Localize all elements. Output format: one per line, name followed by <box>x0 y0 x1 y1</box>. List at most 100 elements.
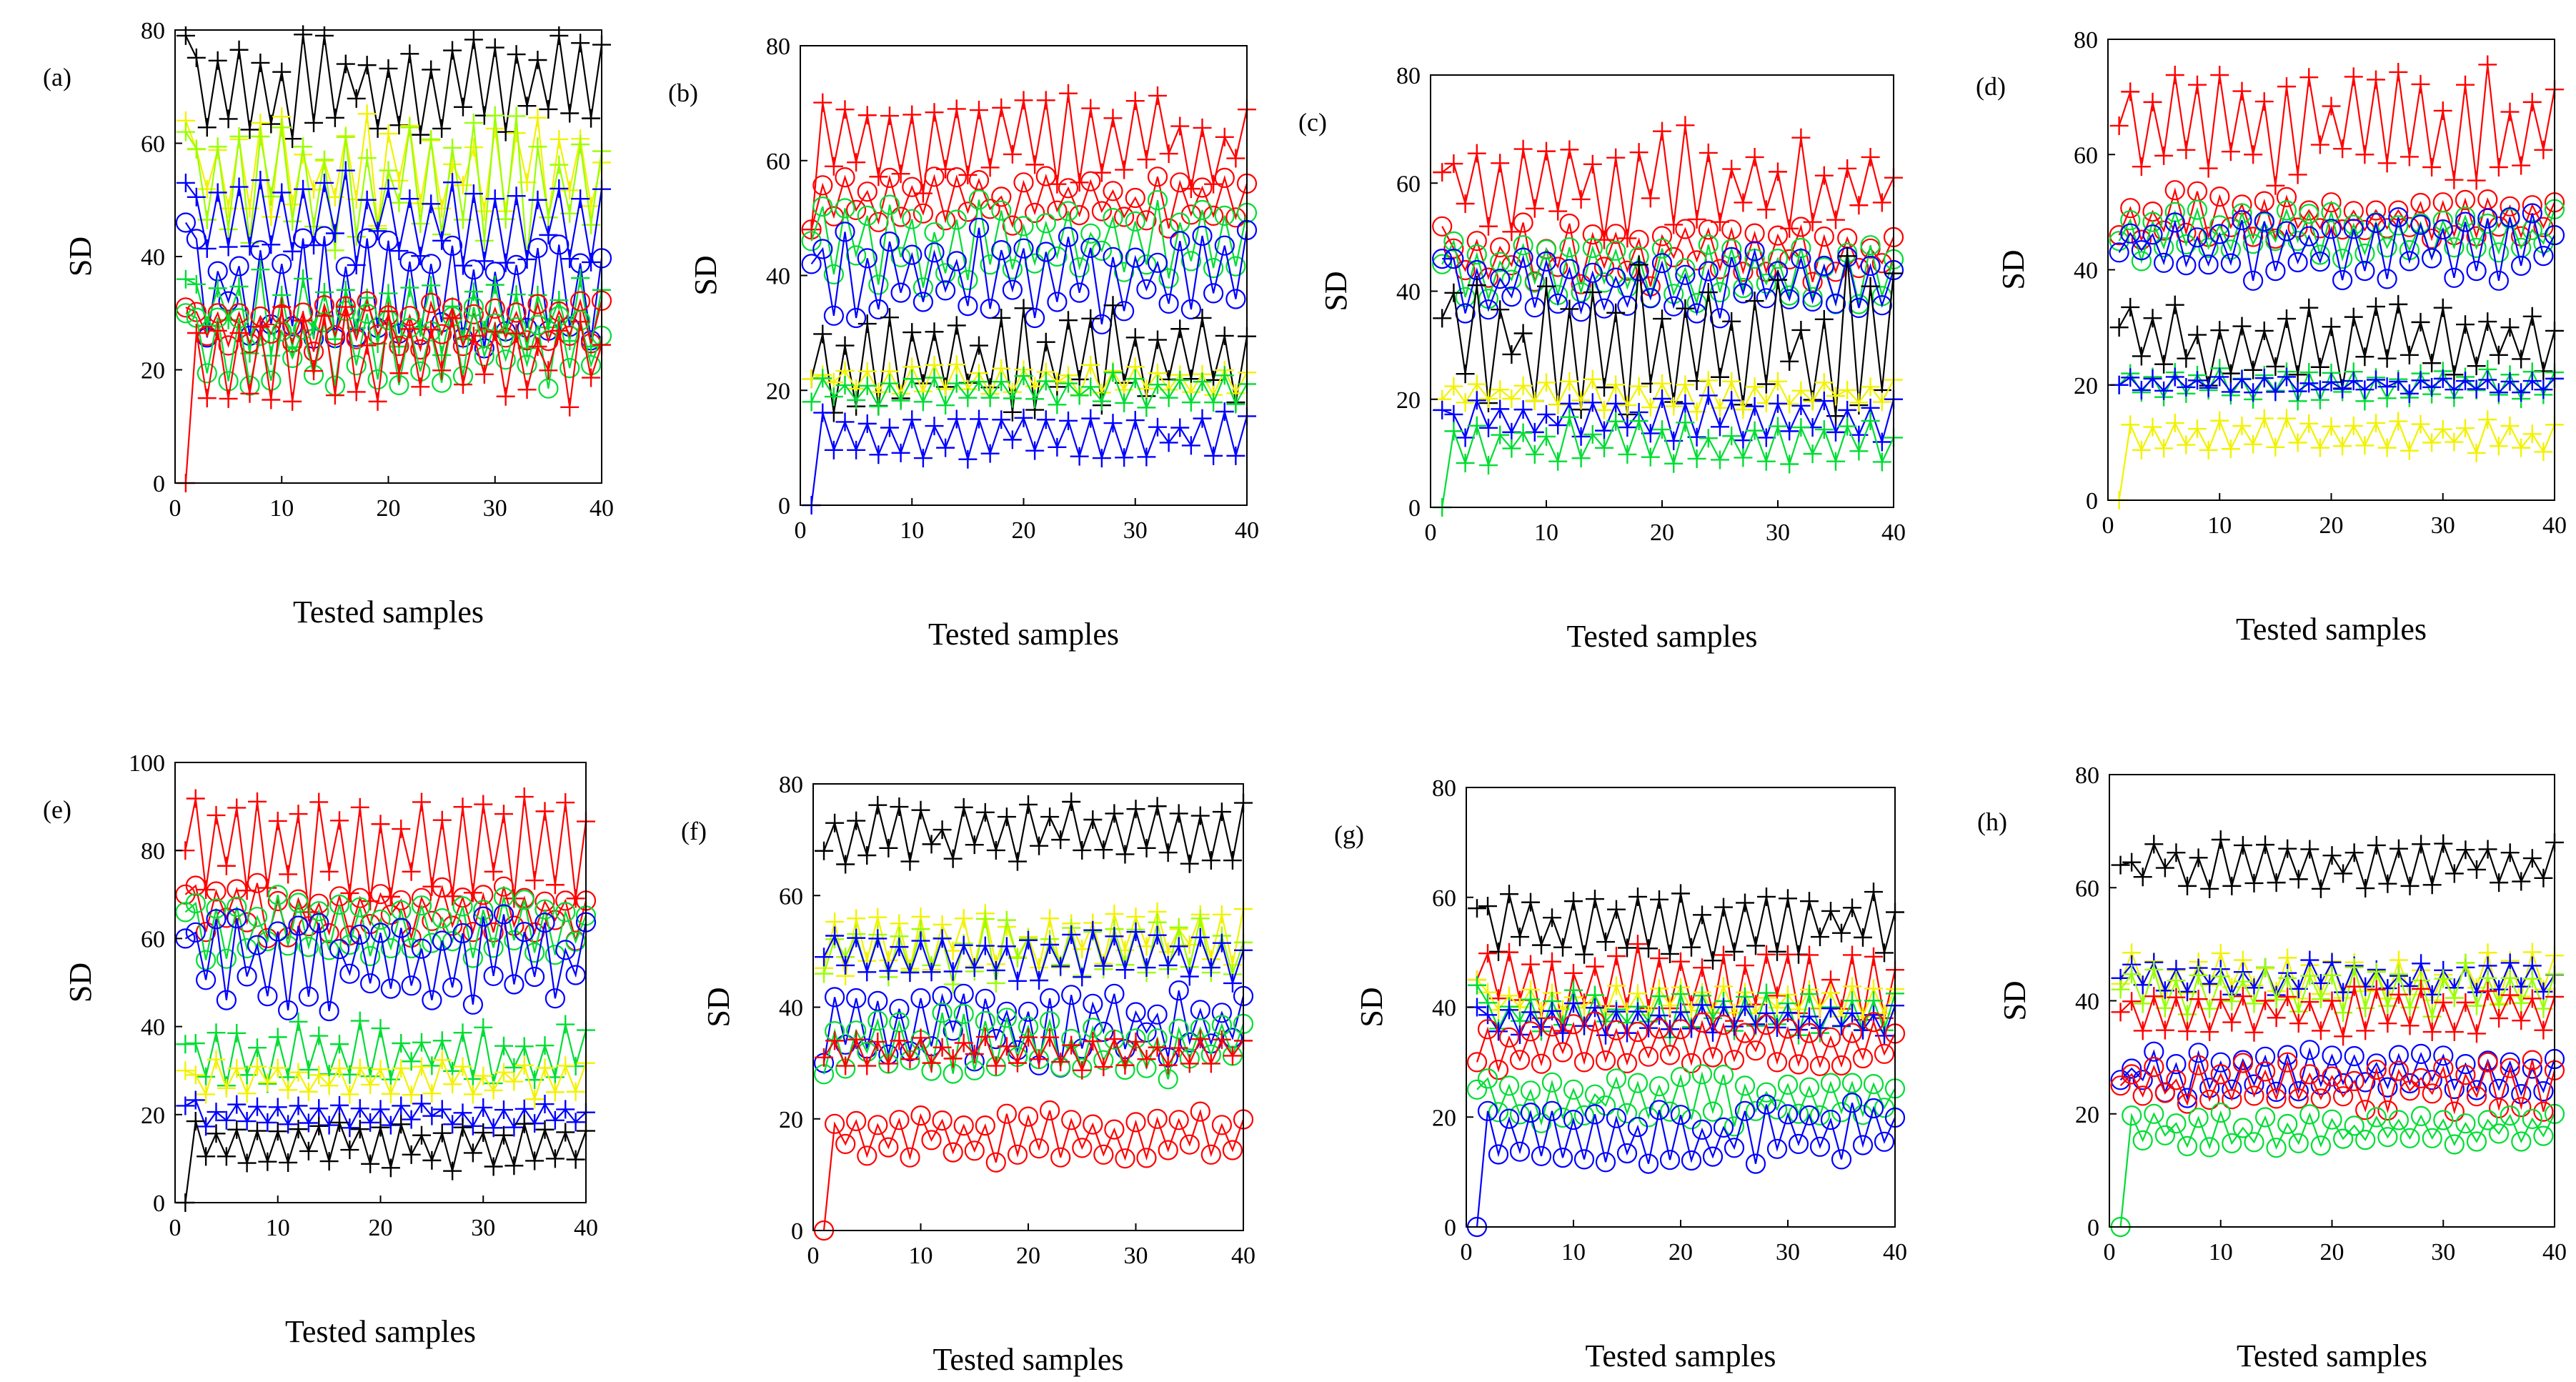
data-point <box>282 347 303 368</box>
data-point <box>216 948 237 969</box>
data-point <box>1444 154 1463 174</box>
data-point <box>1799 1105 1820 1126</box>
data-point <box>1158 1140 1178 1160</box>
data-point <box>1826 210 1845 229</box>
y-tick-label: 0 <box>791 1218 803 1245</box>
data-point <box>2411 1068 2432 1089</box>
data-point <box>2189 848 2208 868</box>
data-point <box>1640 288 1661 309</box>
data-point <box>1682 1019 1701 1038</box>
data-point <box>2500 416 2520 435</box>
data-point <box>1583 369 1602 389</box>
data-point <box>319 1000 339 1022</box>
data-point <box>463 1085 482 1104</box>
data-point <box>186 789 205 808</box>
data-point <box>1560 407 1579 427</box>
data-point <box>2165 295 2184 314</box>
data-point <box>1628 229 1649 250</box>
data-point <box>902 323 922 342</box>
data-point <box>370 923 391 943</box>
panel-label: (g) <box>1334 820 1364 849</box>
data-point <box>2299 204 2319 224</box>
data-point <box>2154 252 2174 273</box>
data-point <box>432 1123 452 1143</box>
data-point <box>1537 373 1556 392</box>
data-point <box>890 1031 909 1050</box>
data-point <box>2199 440 2218 459</box>
data-point <box>975 936 995 955</box>
data-point <box>947 316 966 335</box>
data-point <box>845 245 867 266</box>
data-point <box>549 321 569 340</box>
data-point <box>304 217 324 236</box>
series-a-3 <box>176 161 611 275</box>
data-point <box>890 938 909 957</box>
data-point <box>1479 389 1498 408</box>
data-point <box>2388 1060 2409 1081</box>
data-point <box>357 228 377 249</box>
data-point <box>507 45 526 64</box>
data-point <box>392 820 411 839</box>
data-point <box>2445 1023 2464 1042</box>
data-point <box>980 299 1000 319</box>
data-point <box>975 1115 995 1136</box>
data-point <box>2278 968 2297 988</box>
panel-label: (b) <box>668 79 698 107</box>
data-point <box>187 187 206 207</box>
data-point <box>835 198 855 219</box>
data-point <box>1584 1011 1606 1032</box>
data-point <box>1571 189 1591 209</box>
data-point <box>1513 400 1533 419</box>
data-point <box>2210 1064 2231 1085</box>
data-point <box>935 210 956 231</box>
data-point <box>1502 222 1521 242</box>
data-point <box>2422 1128 2442 1148</box>
data-point <box>1081 355 1100 374</box>
data-point <box>1651 226 1673 247</box>
data-point <box>1664 296 1684 317</box>
data-point <box>2522 849 2542 868</box>
data-point <box>1524 272 1545 293</box>
data-point <box>1722 391 1741 410</box>
data-point <box>815 964 834 983</box>
data-point <box>902 410 922 429</box>
data-point <box>1595 1152 1616 1173</box>
data-point <box>2388 1110 2409 1130</box>
data-point <box>1433 400 1452 419</box>
data-point <box>229 40 249 59</box>
data-point <box>1676 375 1695 394</box>
data-point <box>2311 879 2330 898</box>
data-point <box>1513 247 1533 268</box>
data-point <box>1659 1045 1681 1065</box>
data-point <box>309 792 329 812</box>
data-point <box>237 1153 257 1173</box>
data-point <box>1490 237 1511 258</box>
data-point <box>868 929 887 948</box>
data-point <box>1509 1104 1531 1125</box>
data-point <box>1180 854 1199 873</box>
data-point <box>2444 237 2465 258</box>
data-point <box>2422 1023 2442 1042</box>
data-point <box>474 1018 493 1037</box>
data-point <box>1586 890 1604 909</box>
data-point <box>925 322 944 342</box>
data-point <box>1443 238 1464 259</box>
data-point <box>2278 839 2297 858</box>
data-point <box>1456 428 1475 447</box>
data-point <box>218 291 239 312</box>
data-point <box>1193 409 1212 428</box>
data-point <box>1125 187 1145 209</box>
data-point <box>2321 219 2342 239</box>
data-point <box>565 931 586 952</box>
data-point <box>1491 399 1510 419</box>
data-point <box>1648 1100 1670 1120</box>
data-point <box>283 392 302 411</box>
data-point <box>517 249 537 269</box>
data-point <box>1607 1002 1626 1021</box>
data-point <box>868 274 889 295</box>
y-tick-label: 0 <box>2087 1215 2099 1241</box>
data-point <box>560 181 580 200</box>
data-point <box>2199 1078 2220 1098</box>
data-point <box>1115 1055 1135 1075</box>
